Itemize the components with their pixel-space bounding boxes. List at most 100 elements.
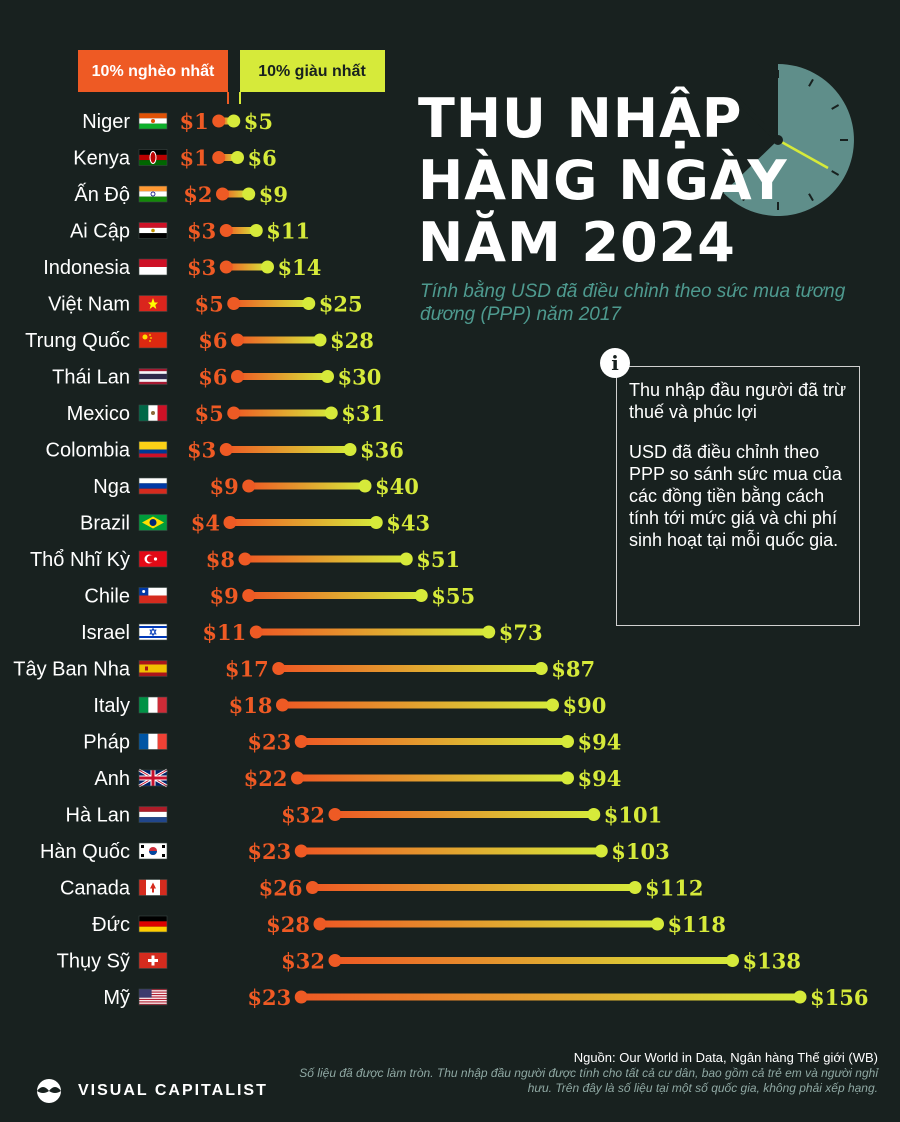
range-bar [222, 190, 249, 198]
richest-value-label: $14 [278, 255, 322, 280]
poorest-dot [328, 808, 342, 821]
richest-value-label: $103 [611, 839, 669, 864]
richest-value-label: $94 [578, 730, 622, 755]
poorest-value-label: $32 [281, 803, 325, 828]
country-label: Italy [93, 695, 130, 717]
richest-dot [231, 151, 244, 164]
richest-value-label: $5 [244, 109, 273, 134]
footnote-text: Số liệu đã được làm tròn. Thu nhập đầu n… [299, 1066, 878, 1095]
netherlands-flag [138, 806, 168, 823]
colombia-flag [138, 441, 168, 458]
russia-flag [138, 477, 168, 495]
poorest-value-label: $3 [187, 255, 216, 280]
thailand-flag [138, 368, 168, 385]
country-label: Thụy Sỹ [57, 951, 130, 973]
richest-dot [726, 954, 739, 967]
table-row: Nga $9 $40 [93, 474, 419, 499]
richest-dot [369, 516, 383, 529]
poorest-dot [231, 370, 244, 383]
country-label: Colombia [46, 440, 131, 462]
range-bar [320, 920, 658, 928]
range-bar [256, 628, 489, 636]
chile-flag [138, 587, 168, 604]
range-bar [233, 300, 309, 307]
poorest-dot [219, 224, 233, 237]
italy-flag [138, 696, 168, 714]
poorest-value-label: $5 [195, 401, 224, 426]
table-row: Kenya $1 $6 [73, 146, 276, 171]
france-flag [138, 733, 168, 750]
richest-dot [313, 333, 327, 347]
table-row: Indonesia $3 $14 [43, 255, 321, 280]
richest-dot [227, 114, 241, 128]
richest-value-label: $94 [578, 766, 622, 791]
range-bar [248, 592, 422, 599]
page-title: THU NHẬP HÀNG NGÀY NĂM 2024 [418, 88, 788, 274]
richest-value-label: $156 [810, 985, 868, 1010]
country-label: Kenya [73, 148, 131, 170]
brand-name: VISUAL CAPITALIST [78, 1082, 268, 1099]
range-bar [226, 227, 257, 234]
poorest-dot [216, 187, 229, 201]
poorest-value-label: $1 [180, 146, 209, 171]
richest-value-label: $73 [499, 620, 543, 645]
range-bar [335, 957, 733, 964]
richest-value-label: $112 [645, 876, 703, 901]
poorest-value-label: $17 [225, 657, 269, 682]
richest-dot [414, 589, 428, 602]
range-bar [226, 446, 350, 453]
poorest-dot [294, 735, 308, 748]
richest-dot [587, 808, 601, 821]
poorest-dot [238, 552, 252, 566]
table-row: Pháp $23 $94 [83, 730, 621, 755]
range-bar [226, 263, 268, 271]
poorest-value-label: $6 [198, 365, 227, 390]
poorest-dot [328, 954, 342, 967]
egypt-flag [138, 222, 168, 239]
richest-dot [358, 479, 372, 493]
canada-flag [138, 879, 168, 896]
poorest-dot [272, 662, 286, 675]
table-row: Colombia $3 $36 [46, 438, 404, 463]
poorest-dot [313, 917, 327, 931]
poorest-dot [249, 625, 263, 639]
range-bar [233, 409, 332, 417]
richest-value-label: $25 [319, 292, 363, 317]
table-row: Hà Lan $32 $101 [66, 803, 663, 828]
range-bar [237, 336, 320, 344]
richest-dot [321, 370, 334, 383]
poorest-dot [231, 333, 244, 347]
richest-value-label: $118 [668, 912, 726, 937]
poorest-value-label: $8 [206, 547, 235, 572]
country-label: Indonesia [43, 257, 131, 279]
poorest-value-label: $22 [244, 766, 288, 791]
poorest-value-label: $23 [247, 839, 291, 864]
table-row: Mexico $5 $31 [67, 401, 385, 426]
table-row: Italy $18 $90 [93, 693, 606, 718]
table-row: Ấn Độ $2 $9 [74, 182, 288, 207]
poorest-value-label: $3 [187, 219, 216, 244]
country-label: Mỹ [103, 987, 130, 1009]
richest-value-label: $43 [386, 511, 430, 536]
poorest-dot [212, 151, 226, 164]
richest-dot [594, 844, 608, 858]
country-label: Đức [92, 914, 130, 936]
richest-dot [249, 224, 263, 237]
range-bar [237, 373, 328, 380]
legend-box-poorest [78, 50, 228, 92]
range-bar [218, 154, 238, 161]
poorest-value-label: $28 [266, 912, 310, 937]
poorest-dot [223, 516, 237, 529]
legend-label-poorest: 10% nghèo nhất [92, 63, 215, 80]
title-line-1: THU NHẬP [418, 87, 743, 150]
poorest-value-label: $32 [281, 949, 325, 974]
richest-dot [546, 698, 559, 712]
range-bar [301, 993, 800, 1001]
richest-dot [534, 662, 548, 675]
richest-dot [561, 735, 574, 748]
table-row: Việt Nam $5 $25 [48, 292, 362, 317]
poorest-value-label: $9 [210, 474, 239, 499]
poorest-value-label: $3 [187, 438, 216, 463]
brand-logo: VISUAL CAPITALIST [30, 1078, 268, 1104]
richest-value-label: $40 [375, 474, 419, 499]
